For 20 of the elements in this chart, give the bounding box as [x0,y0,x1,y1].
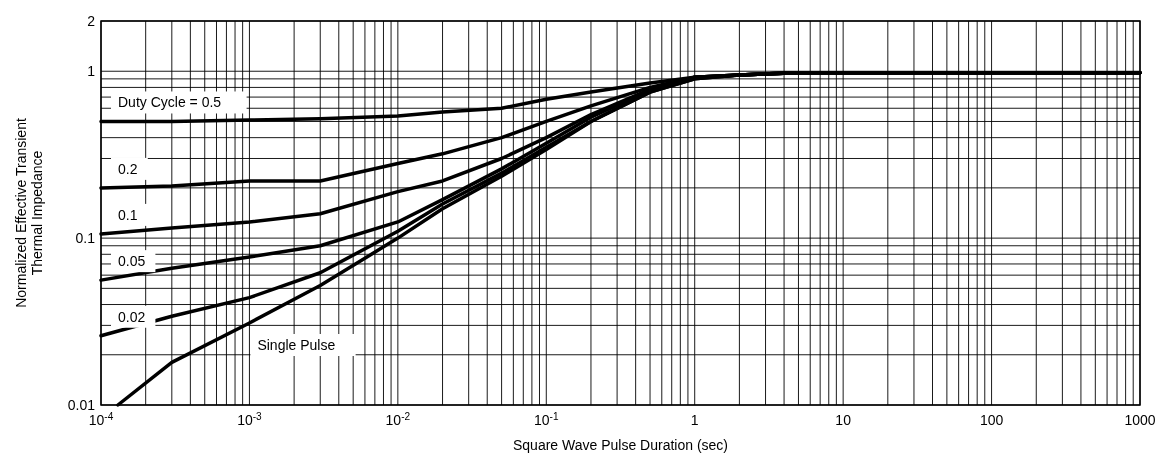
x-tick-label: 1 [690,412,699,428]
x-tick-label: 100 [979,412,1004,428]
x-axis-title: Square Wave Pulse Duration (sec) [512,437,729,453]
y-tick-label: 0.01 [67,397,96,413]
y-tick-label: 1 [87,63,96,80]
x-tick-label: 10$^{-1}$ [534,410,559,428]
series-label: 0.1 [118,206,138,223]
y-tick-label: 0.1 [75,230,96,247]
y-tick-label: 2 [87,13,96,29]
x-tick-label: 1000 [1124,412,1156,428]
series-label: Duty Cycle = 0.5 [118,94,222,111]
x-tick-label: 10$^{-2}$ [385,410,411,428]
series-label: 0.2 [118,160,138,177]
y-axis-title: Normalized Effective Transient Thermal Impedance [13,118,45,308]
series-label: Single Pulse [257,337,336,353]
series-label: 0.05 [118,253,146,270]
x-tick-label: 10$^{-4}$ [88,410,114,428]
x-tick-label: 10$^{-3}$ [237,410,263,428]
series-label: 0.02 [118,308,146,325]
x-tick-label: 10 [835,412,852,428]
